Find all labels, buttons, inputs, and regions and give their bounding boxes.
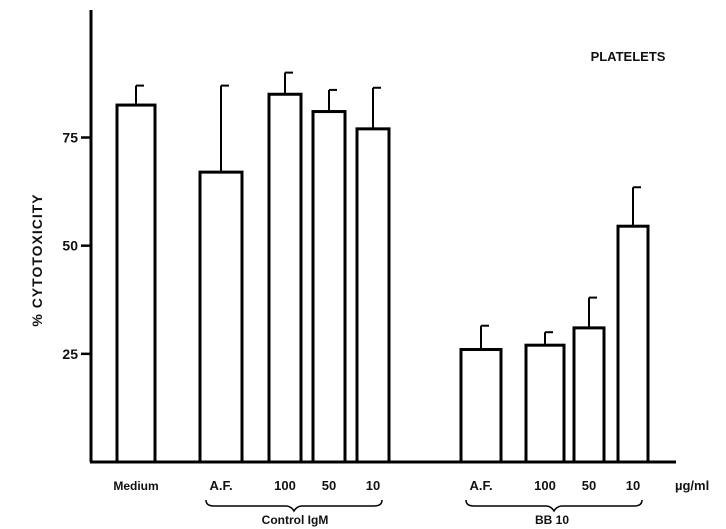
bar bbox=[572, 326, 606, 464]
x-tick-label: 50 bbox=[322, 478, 336, 493]
y-tick-label: 50 bbox=[62, 238, 78, 254]
y-tick-label: 25 bbox=[62, 346, 78, 362]
x-tick-label: A.F. bbox=[209, 478, 232, 493]
bar bbox=[355, 127, 391, 464]
x-axis-unit-label: µg/ml bbox=[675, 478, 709, 493]
group-label-control-igm: Control IgM bbox=[262, 513, 329, 527]
bar bbox=[267, 92, 303, 464]
x-tick-label: Medium bbox=[113, 479, 158, 493]
x-tick-label: A.F. bbox=[469, 478, 492, 493]
x-tick-label: 10 bbox=[626, 478, 640, 493]
x-tick-label: 10 bbox=[366, 478, 380, 493]
x-tick-label: 50 bbox=[582, 478, 596, 493]
chart-title: PLATELETS bbox=[591, 49, 666, 64]
x-tick-label: 100 bbox=[534, 478, 556, 493]
bar bbox=[198, 170, 244, 464]
group-label-bb10: BB 10 bbox=[535, 513, 569, 527]
brace-control-igm bbox=[205, 499, 383, 513]
y-axis-label: % CYTOTOXICITY bbox=[29, 193, 45, 326]
bar bbox=[115, 103, 157, 464]
brace-bb10 bbox=[465, 499, 643, 513]
x-tick-label: 100 bbox=[274, 478, 296, 493]
bar bbox=[524, 343, 566, 464]
bar bbox=[616, 224, 650, 464]
bar bbox=[459, 348, 503, 464]
bar bbox=[311, 110, 347, 464]
y-tick-label: 75 bbox=[62, 130, 78, 146]
